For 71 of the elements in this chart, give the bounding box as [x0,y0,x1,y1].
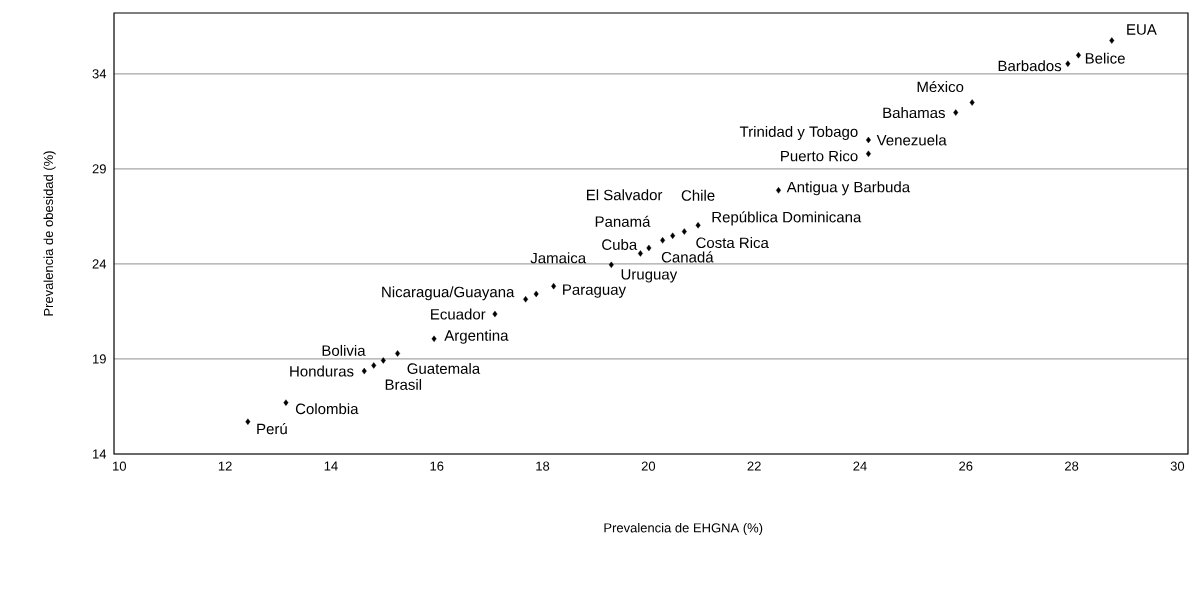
point [533,290,539,298]
annotation: El Salvador [587,189,663,201]
annotation: Honduras [290,365,354,377]
annotation: Bolivia [322,344,366,356]
x-tick-label: 12 [218,461,232,471]
annotation: Perú [257,423,287,435]
point [646,244,652,252]
y-tick-label: 14 [93,449,107,459]
x-tick-label: 28 [1065,461,1079,471]
annotation: Venezuela [876,134,947,146]
annotation: Paraguay [563,284,627,298]
y-tick-label: 34 [92,69,107,79]
point [245,418,251,425]
point [395,350,401,357]
x-tick-label: 18 [536,461,550,471]
annotation: Guatemala [407,362,481,374]
x-tick-label: 16 [430,461,444,471]
y-tick-label: 24 [92,259,107,269]
y-tick-label: 29 [92,164,106,174]
point [371,362,377,369]
point [695,222,701,229]
point [492,310,498,318]
x-tick-label: 22 [747,461,761,471]
annotation: Barbados [998,60,1062,72]
annotation: Puerto Rico [781,150,858,162]
annotation: Jamaica [530,252,587,264]
x-tick-label: 10 [113,461,127,471]
x-tick-label: 26 [959,461,973,471]
point [865,136,871,144]
point [1109,37,1115,44]
x-tick-label: 20 [641,461,656,471]
annotation: EUA [1127,24,1157,35]
annotation: Trinidad y Tobago [739,125,858,140]
annotation: Nicaragua/Guayana [382,286,515,301]
annotation: Brasil [385,378,422,390]
annotation: Antigua y Barbuda [786,181,911,196]
annotation: Cuba [602,238,638,250]
point [361,367,367,375]
point [969,99,975,106]
point [681,228,687,235]
x-tick-label: 14 [324,461,338,471]
point [637,250,643,257]
x-axis-title: Prevalencia de EHGNA (%) [604,522,763,536]
annotation: República Dominicana [712,211,862,226]
point [551,282,557,290]
annotation: Uruguay [621,269,678,283]
point [431,335,437,342]
point [1065,60,1071,67]
annotation: Ecuador [431,308,486,320]
annotation: Panamá [595,215,651,227]
annotation: Chile [681,189,715,201]
annotation: Costa Rica [696,237,769,249]
annotation: Bahamas [883,107,945,119]
x-tick-label: 24 [853,461,867,471]
y-axis-title: Prevalencia de obesidad (%) [43,151,56,316]
point [283,399,289,406]
point [865,150,871,158]
annotation: México [917,80,964,93]
point [670,232,676,239]
annotation: Canadá [661,251,714,263]
point [953,109,959,116]
point [380,357,386,364]
point [776,187,781,194]
point [660,237,666,244]
point [608,261,614,269]
y-tick-label: 19 [93,354,106,364]
point [523,296,529,303]
annotation: Colombia [295,403,359,415]
x-tick-label: 30 [1170,461,1185,471]
annotation: Belice [1085,52,1125,64]
annotation: Argentina [444,329,509,344]
